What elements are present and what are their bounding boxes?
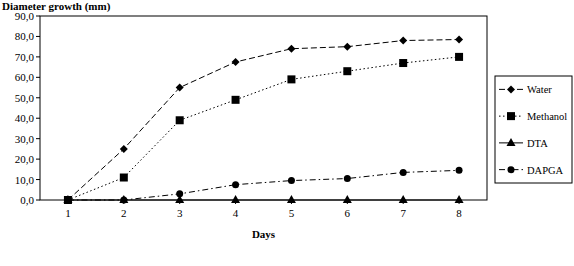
- y-tick: [36, 138, 40, 139]
- series-line: [68, 40, 459, 200]
- data-point: [119, 195, 128, 203]
- data-point: [287, 75, 295, 83]
- x-tick-label: 7: [400, 207, 406, 219]
- y-tick-label: 70,0: [15, 51, 35, 63]
- y-tick-label: 20,0: [15, 153, 35, 165]
- data-point: [287, 45, 295, 53]
- chart: 0,010,020,030,040,050,060,070,080,090,01…: [0, 0, 574, 266]
- plot-frame: [40, 16, 487, 200]
- y-axis-title: Diameter growth (mm): [2, 0, 111, 13]
- data-point: [64, 196, 72, 204]
- x-tick-label: 1: [65, 207, 71, 219]
- x-tick-label: 6: [345, 207, 351, 219]
- legend-marker: [507, 85, 515, 93]
- data-point: [176, 190, 183, 197]
- data-point: [176, 116, 184, 124]
- series-line: [68, 57, 459, 200]
- y-tick: [36, 56, 40, 57]
- y-tick: [36, 16, 40, 17]
- y-tick: [36, 179, 40, 180]
- data-point: [64, 197, 71, 204]
- plot-area: [63, 36, 463, 204]
- legend-marker: [508, 166, 515, 173]
- legend-box: [495, 76, 572, 183]
- legend-label: Water: [527, 84, 552, 95]
- data-point: [399, 37, 407, 45]
- legend-label: DAPGA: [527, 165, 564, 176]
- data-point: [288, 177, 295, 184]
- x-tick-label: 3: [177, 207, 183, 219]
- data-point: [399, 59, 407, 67]
- data-point: [232, 96, 240, 104]
- data-point: [455, 36, 463, 44]
- y-tick-label: 40,0: [15, 112, 35, 124]
- data-point: [343, 67, 351, 75]
- x-tick-label: 8: [456, 207, 462, 219]
- data-point: [231, 195, 240, 203]
- y-tick: [36, 200, 40, 201]
- data-point: [120, 197, 127, 204]
- data-point: [344, 175, 351, 182]
- data-point: [456, 167, 463, 174]
- y-tick: [36, 77, 40, 78]
- y-tick: [36, 36, 40, 37]
- data-point: [343, 195, 352, 203]
- data-point: [343, 43, 351, 51]
- x-tick-label: 4: [233, 207, 239, 219]
- y-tick-label: 50,0: [15, 92, 35, 104]
- y-tick-label: 80,0: [15, 30, 35, 42]
- legend-label: DTA: [527, 138, 548, 149]
- data-point: [232, 58, 240, 66]
- y-tick-label: 0,0: [20, 194, 34, 206]
- legend-label: Methanol: [527, 111, 567, 122]
- data-point: [455, 53, 463, 61]
- x-axis-title: Days: [252, 228, 276, 240]
- y-tick-label: 30,0: [15, 133, 35, 145]
- data-point: [232, 181, 239, 188]
- y-tick-label: 10,0: [15, 174, 35, 186]
- data-point: [63, 195, 72, 203]
- y-tick: [36, 159, 40, 160]
- data-point: [120, 174, 128, 182]
- data-point: [399, 195, 408, 203]
- data-point: [287, 195, 296, 203]
- data-point: [400, 169, 407, 176]
- y-tick: [36, 97, 40, 98]
- y-tick: [36, 118, 40, 119]
- data-point: [64, 196, 72, 204]
- x-tick-label: 5: [289, 207, 295, 219]
- data-point: [455, 195, 464, 203]
- x-tick-label: 2: [121, 207, 127, 219]
- legend-marker: [507, 112, 515, 120]
- legend-marker: [507, 138, 516, 146]
- y-tick-label: 60,0: [15, 71, 35, 83]
- data-point: [120, 145, 128, 153]
- series-line: [68, 170, 459, 200]
- data-point: [176, 84, 184, 92]
